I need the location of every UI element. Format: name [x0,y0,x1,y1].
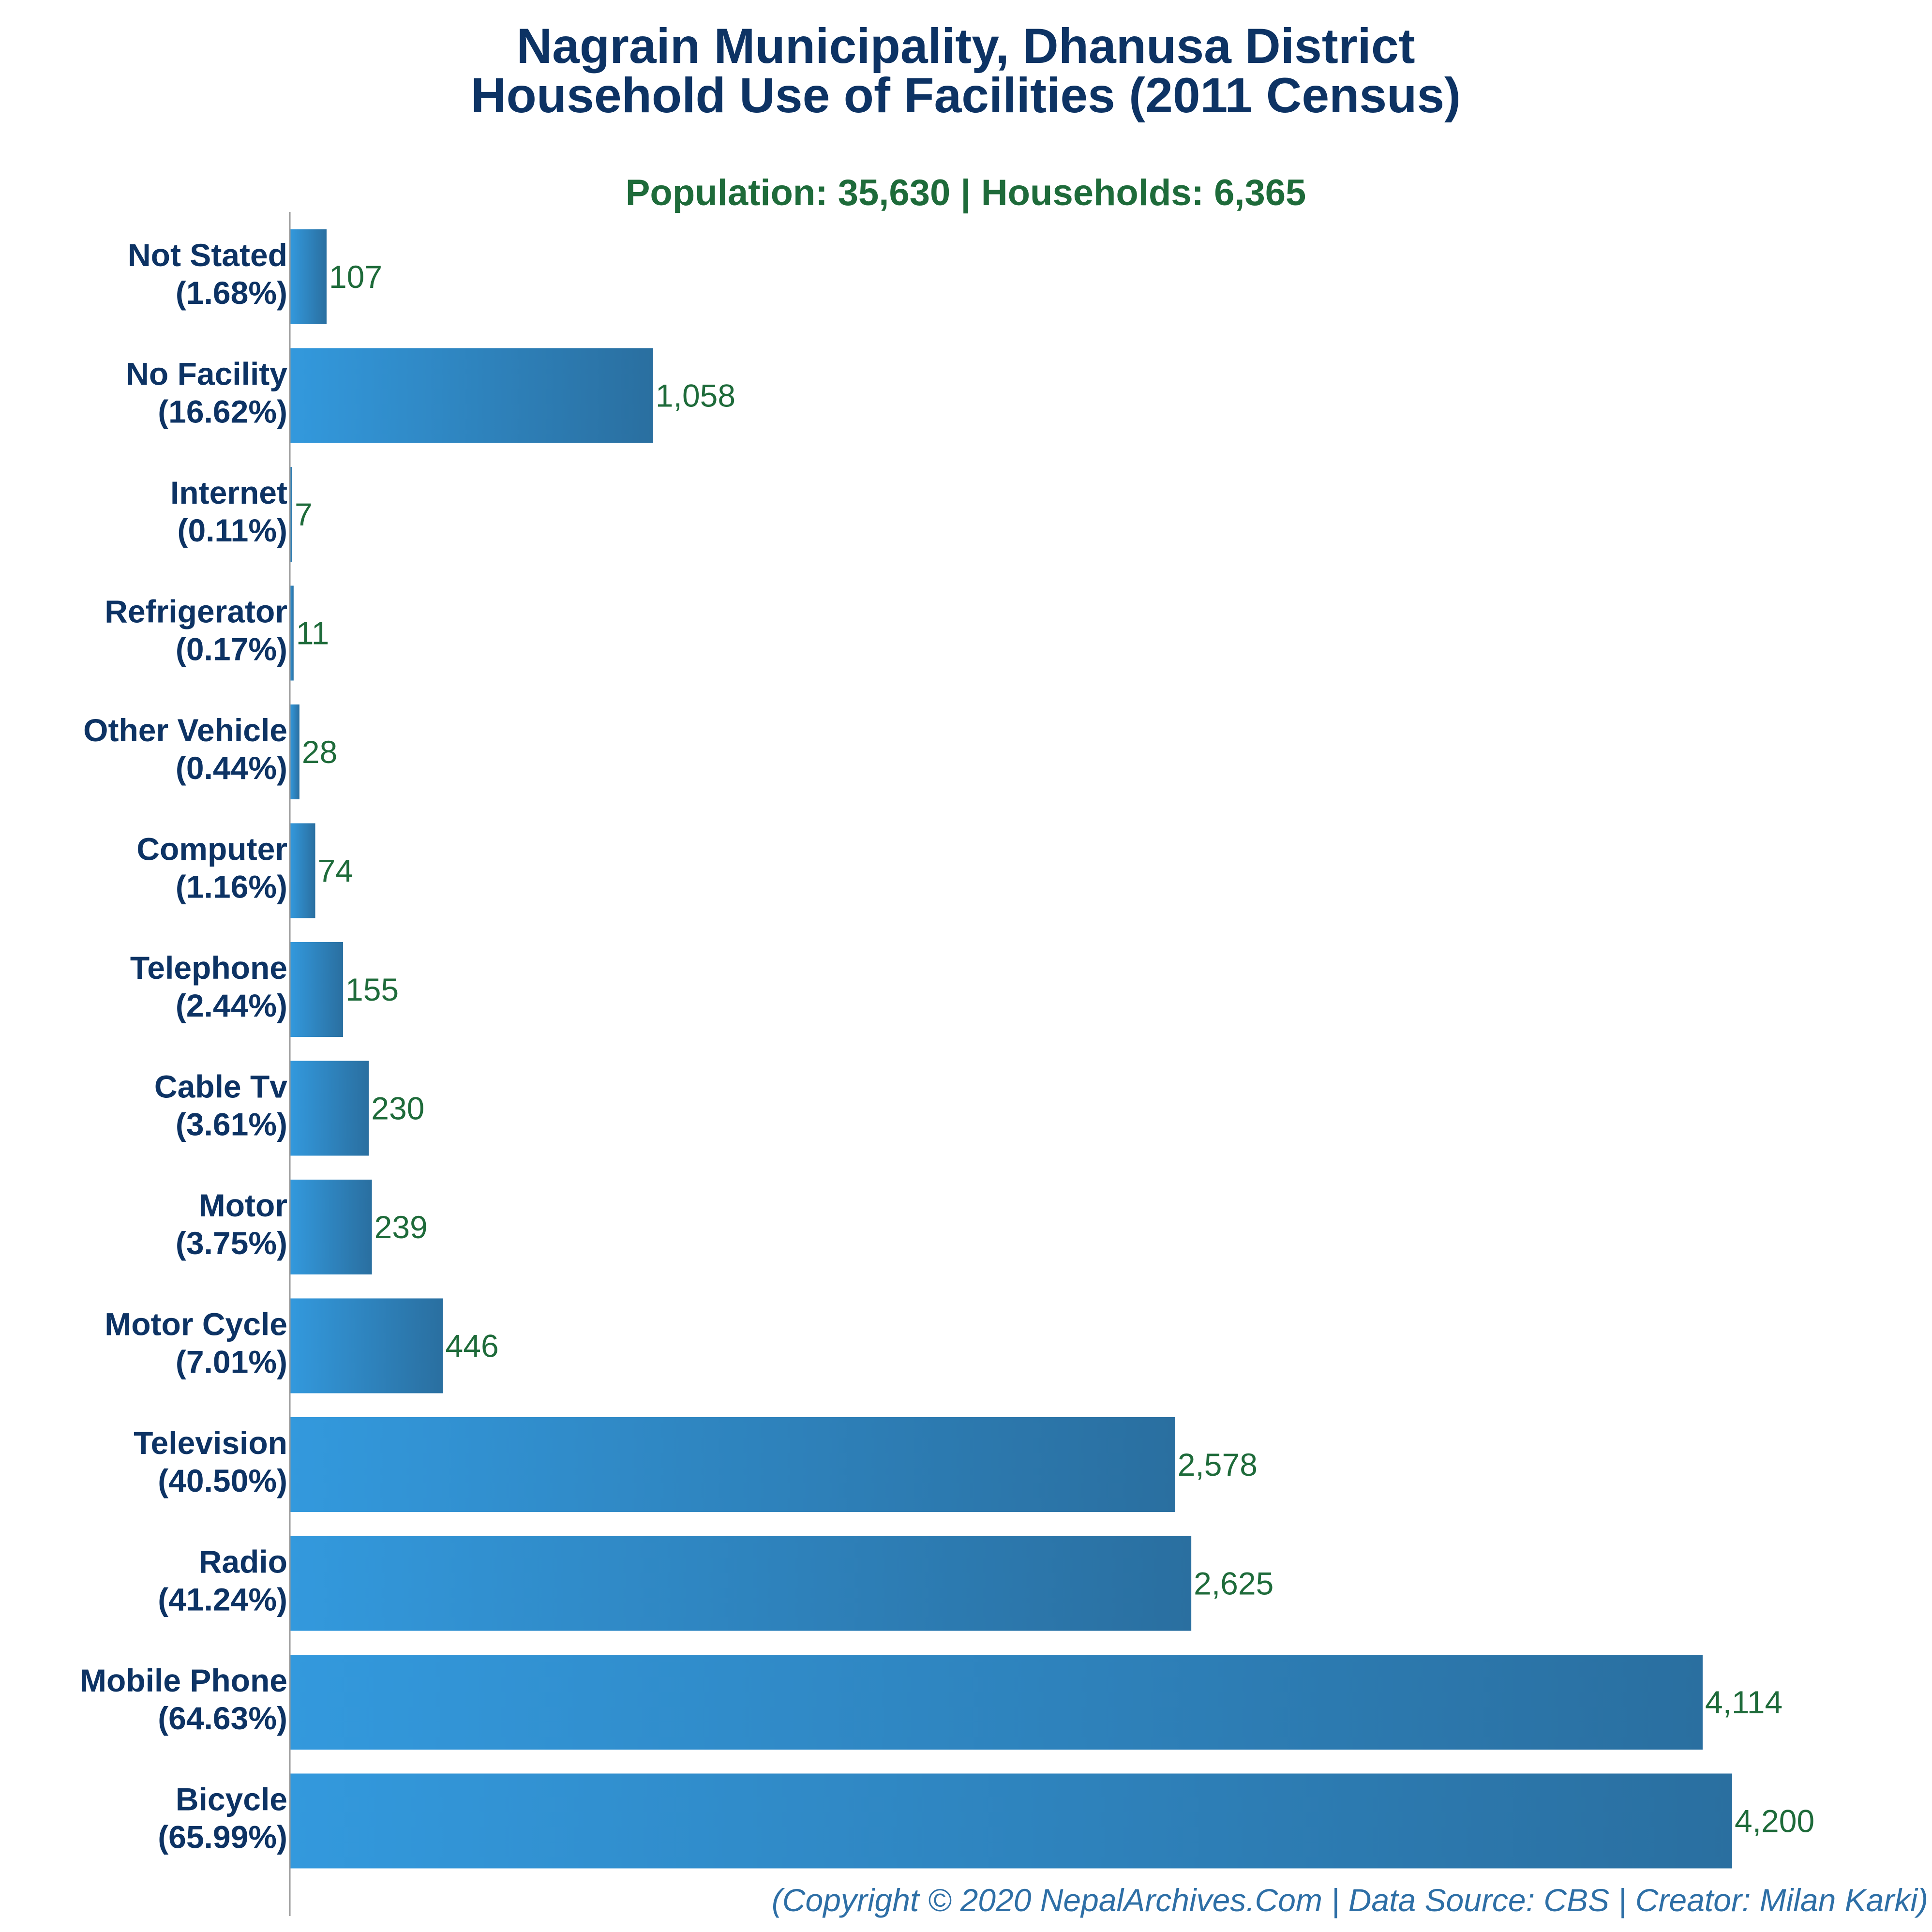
bars-layer [290,229,1732,1869]
category-pct-internet: (0.11%) [178,512,287,548]
category-pct-computer: (1.16%) [176,869,287,905]
category-pct-radio: (41.24%) [158,1582,287,1617]
category-label-telephone: Telephone [130,950,287,986]
category-label-television: Television [134,1425,287,1461]
bar-bicycle [290,1773,1732,1869]
copyright-footer: (Copyright © 2020 NepalArchives.Com | Da… [772,1882,1928,1919]
category-pct-mobile-phone: (64.63%) [158,1700,287,1736]
category-pct-telephone: (2.44%) [176,988,287,1023]
category-pct-other-vehicle: (0.44%) [176,750,287,786]
bar-telephone [290,942,344,1037]
value-label-motor-cycle: 446 [446,1328,499,1364]
bar-computer [290,823,315,918]
category-label-radio: Radio [199,1544,287,1580]
value-label-other-vehicle: 28 [302,734,337,770]
category-pct-motor-cycle: (7.01%) [176,1344,287,1380]
bar-radio [290,1536,1192,1631]
chart-subtitle: Population: 35,630 | Households: 6,365 [626,172,1306,214]
bar-motor-cycle [290,1298,443,1393]
category-label-cable-tv: Cable Tv [154,1069,287,1105]
bar-cable-tv [290,1061,369,1156]
value-label-not-stated: 107 [329,259,382,295]
value-label-refrigerator: 11 [296,615,329,651]
category-labels: Not Stated(1.68%) No Facility(16.62%) Inte… [80,237,287,1855]
value-label-mobile-phone: 4,114 [1705,1684,1782,1720]
category-label-internet: Internet [170,475,287,510]
value-label-motor: 239 [374,1209,428,1245]
value-labels: 107 1,058 7 11 28 74 155 230 239 446 2,578 2,625 4,1… [295,259,1814,1839]
value-label-television: 2,578 [1178,1447,1258,1483]
value-label-internet: 7 [295,496,313,532]
value-label-radio: 2,625 [1194,1566,1273,1602]
value-label-no-facility: 1,058 [656,378,735,414]
category-label-other-vehicle: Other Vehicle [83,712,287,748]
category-pct-cable-tv: (3.61%) [176,1107,287,1142]
bar-motor [290,1180,372,1274]
value-label-cable-tv: 230 [371,1091,424,1126]
category-pct-refrigerator: (0.17%) [176,631,287,667]
category-pct-not-stated: (1.68%) [176,275,287,311]
category-label-refrigerator: Refrigerator [105,594,287,629]
category-label-not-stated: Not Stated [128,237,287,273]
value-label-computer: 74 [318,853,353,889]
category-pct-motor: (3.75%) [176,1225,287,1261]
category-label-no-facility: No Facility [126,356,287,392]
bar-internet [290,467,292,562]
bar-other-vehicle [290,704,300,799]
bar-no-facility [290,348,653,443]
bar-mobile-phone [290,1655,1703,1750]
value-label-bicycle: 4,200 [1735,1803,1814,1839]
chart-title-line-2: Household Use of Facilities (2011 Census… [471,68,1461,123]
chart-title-line-1: Nagrain Municipality, Dhanusa District [516,18,1415,74]
category-label-bicycle: Bicycle [176,1782,287,1817]
category-label-mobile-phone: Mobile Phone [80,1662,287,1698]
category-pct-television: (40.50%) [158,1463,287,1498]
bar-refrigerator [290,585,294,681]
category-label-computer: Computer [136,831,287,867]
category-label-motor: Motor [199,1187,287,1223]
bar-television [290,1417,1175,1512]
value-label-telephone: 155 [345,972,399,1007]
category-label-motor-cycle: Motor Cycle [105,1306,287,1342]
category-pct-no-facility: (16.62%) [158,394,287,430]
bar-not-stated [290,229,327,324]
category-pct-bicycle: (65.99%) [158,1819,287,1855]
